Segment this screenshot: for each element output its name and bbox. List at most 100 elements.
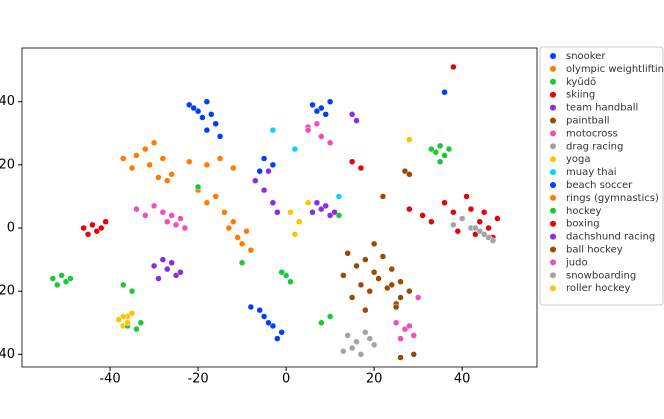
point <box>119 313 127 320</box>
point <box>159 155 167 162</box>
point <box>260 313 268 320</box>
legend-marker <box>550 220 556 227</box>
point <box>454 227 462 235</box>
legend-label: yoga <box>566 154 591 165</box>
legend-label: paintball <box>566 116 610 127</box>
point <box>269 126 277 134</box>
point <box>410 351 418 358</box>
point <box>287 278 294 285</box>
point <box>291 231 299 238</box>
legend-marker <box>550 117 556 124</box>
legend-marker <box>550 169 556 176</box>
legend-label: team handball <box>566 103 638 114</box>
point <box>379 253 387 260</box>
legend-marker <box>550 233 556 240</box>
point <box>247 303 255 311</box>
point <box>238 240 246 248</box>
point <box>472 224 479 232</box>
point <box>186 101 193 109</box>
point <box>274 335 281 342</box>
point <box>93 227 101 235</box>
point <box>58 272 65 279</box>
point <box>177 268 184 276</box>
y-tick-label: 0 <box>7 221 15 236</box>
point <box>432 148 440 156</box>
point <box>348 344 356 352</box>
point <box>370 268 378 276</box>
point <box>357 281 365 289</box>
point <box>181 224 189 232</box>
x-tick-label: -40 <box>99 372 120 387</box>
point <box>397 354 404 361</box>
point <box>137 319 145 327</box>
point <box>150 202 158 210</box>
point <box>203 98 211 105</box>
point <box>278 268 285 276</box>
point <box>128 164 136 172</box>
legend-label: beach soccer <box>566 180 633 191</box>
point <box>67 275 74 282</box>
point <box>485 224 492 232</box>
point <box>309 101 316 109</box>
point <box>366 287 373 295</box>
legend-label: skiing <box>566 90 595 101</box>
legend-label: drag racing <box>566 141 623 152</box>
point <box>133 205 140 213</box>
point <box>97 224 105 232</box>
point <box>326 98 334 105</box>
legend-marker <box>550 91 556 98</box>
x-tick-label: 40 <box>454 372 471 387</box>
legend-label: snooker <box>566 51 606 62</box>
legend-label: kyūdō <box>566 77 596 88</box>
legend-marker <box>550 78 556 85</box>
legend-label: boxing <box>566 219 600 230</box>
legend-label: ball hockey <box>566 245 623 256</box>
point <box>199 114 206 121</box>
legend-marker <box>550 182 556 188</box>
point <box>340 347 347 355</box>
point <box>450 208 457 216</box>
point <box>150 262 158 270</box>
point <box>335 193 343 200</box>
point <box>414 294 422 301</box>
point <box>318 205 325 213</box>
point <box>340 272 347 279</box>
point <box>194 183 202 191</box>
legend-marker <box>550 207 556 214</box>
x-tick-label: -20 <box>187 372 208 387</box>
point <box>53 281 61 289</box>
point <box>362 306 369 314</box>
point <box>379 193 387 200</box>
point <box>102 218 109 225</box>
point <box>463 193 470 200</box>
point <box>353 262 360 270</box>
point <box>322 202 329 210</box>
point <box>357 164 365 172</box>
point <box>467 205 475 213</box>
point <box>326 212 334 219</box>
legend-marker <box>550 259 556 266</box>
point <box>203 161 211 169</box>
point <box>489 237 497 244</box>
point <box>357 351 365 358</box>
point <box>397 294 404 301</box>
point <box>353 117 360 124</box>
point <box>89 221 96 229</box>
point <box>194 107 202 115</box>
point <box>318 104 325 112</box>
point <box>164 218 171 225</box>
point <box>49 275 57 282</box>
point <box>428 218 435 225</box>
point <box>172 221 180 229</box>
point <box>322 111 329 118</box>
point <box>370 341 378 349</box>
legend-label: snowboarding <box>566 270 636 281</box>
point <box>388 265 395 273</box>
point <box>62 278 70 285</box>
legend-frame <box>539 46 664 306</box>
point <box>406 287 413 295</box>
point <box>256 306 263 314</box>
point <box>216 155 224 162</box>
point <box>406 136 413 143</box>
